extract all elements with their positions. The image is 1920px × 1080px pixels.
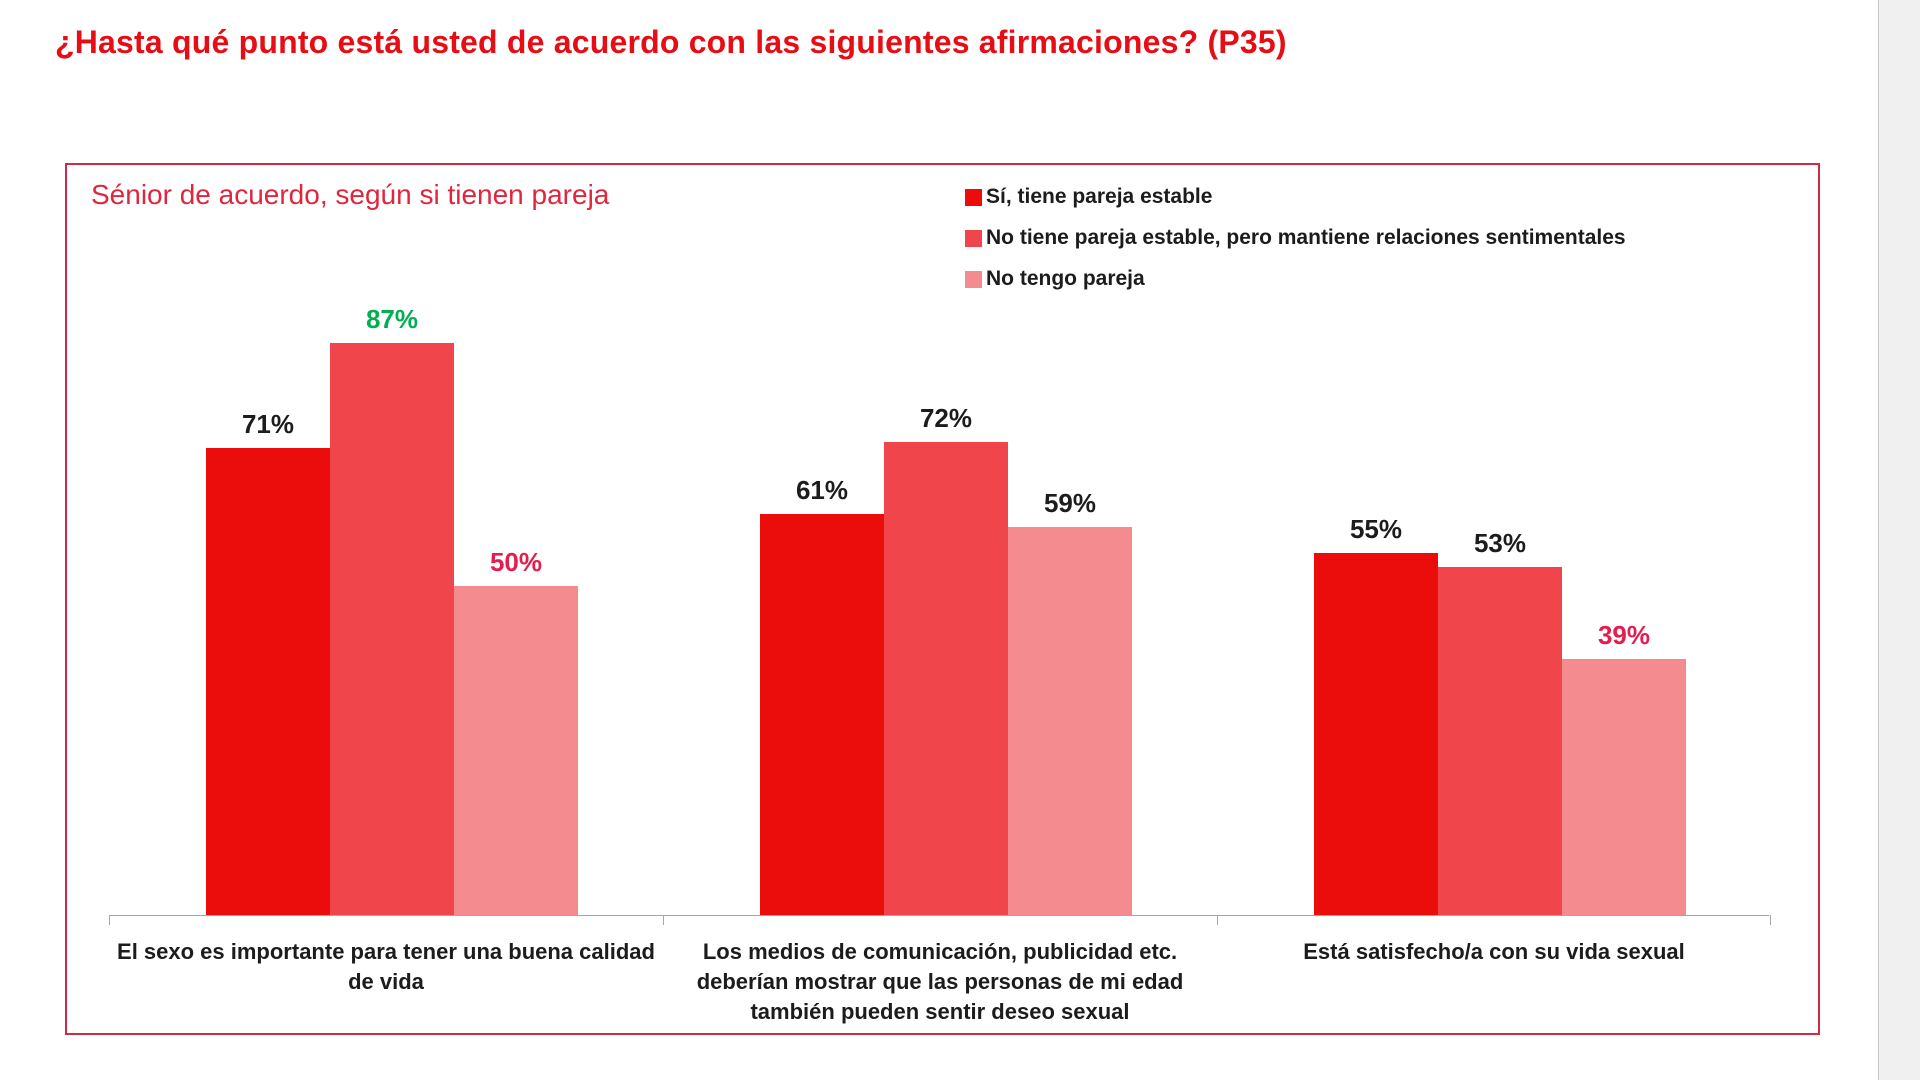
bar-value-label: 53%	[1473, 528, 1527, 558]
axis-tick	[109, 915, 110, 925]
legend-label: Sí, tiene pareja estable	[986, 185, 1213, 208]
bar-value-label: 39%	[1597, 620, 1651, 650]
legend-swatch-icon	[965, 270, 982, 288]
axis-tick	[663, 915, 664, 925]
bar-s1-c0	[330, 343, 454, 915]
bar-s0-c2	[1314, 553, 1438, 915]
legend-item-0: Sí, tiene pareja estable	[965, 185, 1626, 209]
legend-label: No tengo pareja	[986, 267, 1145, 290]
bar-s0-c1	[760, 514, 884, 915]
category-label-0: El sexo es importante para tener una bue…	[117, 939, 655, 994]
bar-value-label: 50%	[489, 547, 543, 577]
bar-s2-c2	[1562, 659, 1686, 915]
bar-s2-c0	[454, 586, 578, 915]
plot-area: 71% 61% 55% 87% 72% 53% 50% 59% 39%	[109, 165, 1771, 925]
bar-value-label: 72%	[919, 403, 973, 433]
bar-s1-c1	[884, 442, 1008, 915]
bar-value-label: 59%	[1043, 488, 1097, 518]
page-title: ¿Hasta qué punto está usted de acuerdo c…	[55, 24, 1287, 60]
legend-swatch-icon	[965, 188, 982, 206]
bar-s1-c2	[1438, 567, 1562, 915]
category-label-1: Los medios de comunicación, publicidad e…	[696, 939, 1184, 1024]
bar-value-label: 61%	[795, 475, 849, 505]
bar-value-label: 55%	[1349, 514, 1403, 544]
chart-subtitle: Sénior de acuerdo, según si tienen parej…	[91, 179, 610, 210]
bar-value-label: 71%	[241, 409, 295, 439]
chart-panel: Sénior de acuerdo, según si tienen parej…	[65, 163, 1820, 1035]
bar-s0-c0	[206, 448, 330, 915]
legend-item-2: No tengo pareja	[965, 267, 1626, 291]
legend-label: No tiene pareja estable, pero mantiene r…	[986, 226, 1626, 249]
bar-s2-c1	[1008, 527, 1132, 915]
category-label-2: Está satisfecho/a con su vida sexual	[1303, 939, 1685, 964]
axis-tick	[1770, 915, 1771, 925]
legend-swatch-icon	[965, 229, 982, 247]
legend-item-1: No tiene pareja estable, pero mantiene r…	[965, 226, 1626, 250]
scrollbar-track[interactable]	[1878, 0, 1920, 1080]
axis-tick	[1217, 915, 1218, 925]
chart-legend: Sí, tiene pareja estable No tiene pareja …	[965, 185, 1626, 291]
bar-value-label: 87%	[365, 304, 419, 334]
